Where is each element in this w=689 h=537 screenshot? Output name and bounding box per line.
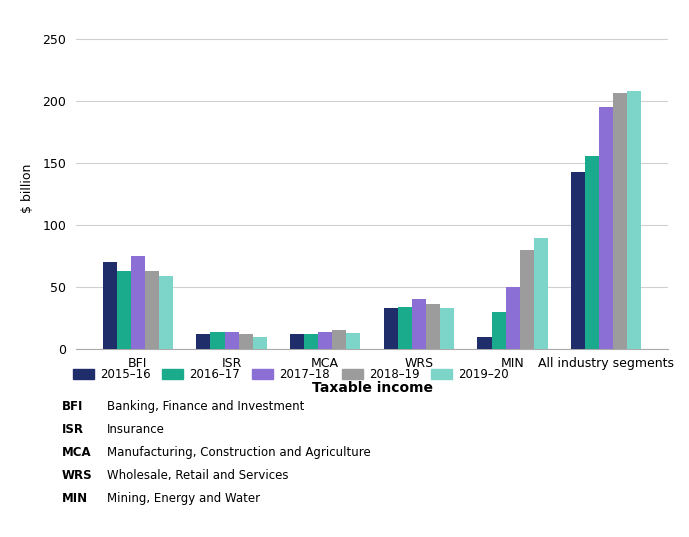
Bar	[585, 156, 599, 349]
Bar	[103, 262, 116, 349]
Bar	[159, 276, 173, 349]
Y-axis label: $ billion: $ billion	[21, 163, 34, 213]
Bar	[225, 332, 238, 349]
Text: Insurance: Insurance	[107, 423, 165, 436]
Bar	[253, 337, 267, 349]
Bar	[571, 172, 585, 349]
Text: WRS: WRS	[62, 469, 92, 482]
Bar	[384, 308, 398, 349]
Bar	[332, 330, 347, 349]
Bar	[238, 334, 253, 349]
Bar	[398, 307, 412, 349]
Bar	[318, 332, 332, 349]
Bar	[491, 312, 506, 349]
Bar	[440, 308, 454, 349]
Bar	[145, 271, 159, 349]
Bar	[628, 91, 641, 349]
Bar	[534, 237, 548, 349]
Bar	[613, 92, 628, 349]
Bar	[520, 250, 534, 349]
Bar	[290, 334, 304, 349]
Text: Wholesale, Retail and Services: Wholesale, Retail and Services	[107, 469, 288, 482]
Bar	[210, 332, 225, 349]
Text: Manufacturing, Construction and Agriculture: Manufacturing, Construction and Agricult…	[107, 446, 371, 459]
Bar	[599, 107, 613, 349]
Text: Banking, Finance and Investment: Banking, Finance and Investment	[107, 400, 304, 413]
Legend: 2015–16, 2016–17, 2017–18, 2018–19, 2019–20: 2015–16, 2016–17, 2017–18, 2018–19, 2019…	[68, 363, 513, 386]
Bar	[506, 287, 520, 349]
Bar	[477, 337, 491, 349]
Bar	[304, 334, 318, 349]
Bar	[412, 300, 426, 349]
Bar	[131, 256, 145, 349]
Text: MIN: MIN	[62, 492, 88, 505]
Bar	[426, 304, 440, 349]
Text: ISR: ISR	[62, 423, 84, 436]
X-axis label: Taxable income: Taxable income	[311, 381, 433, 395]
Text: BFI: BFI	[62, 400, 83, 413]
Bar	[116, 271, 131, 349]
Text: Mining, Energy and Water: Mining, Energy and Water	[107, 492, 260, 505]
Text: MCA: MCA	[62, 446, 92, 459]
Bar	[347, 333, 360, 349]
Bar	[196, 334, 210, 349]
